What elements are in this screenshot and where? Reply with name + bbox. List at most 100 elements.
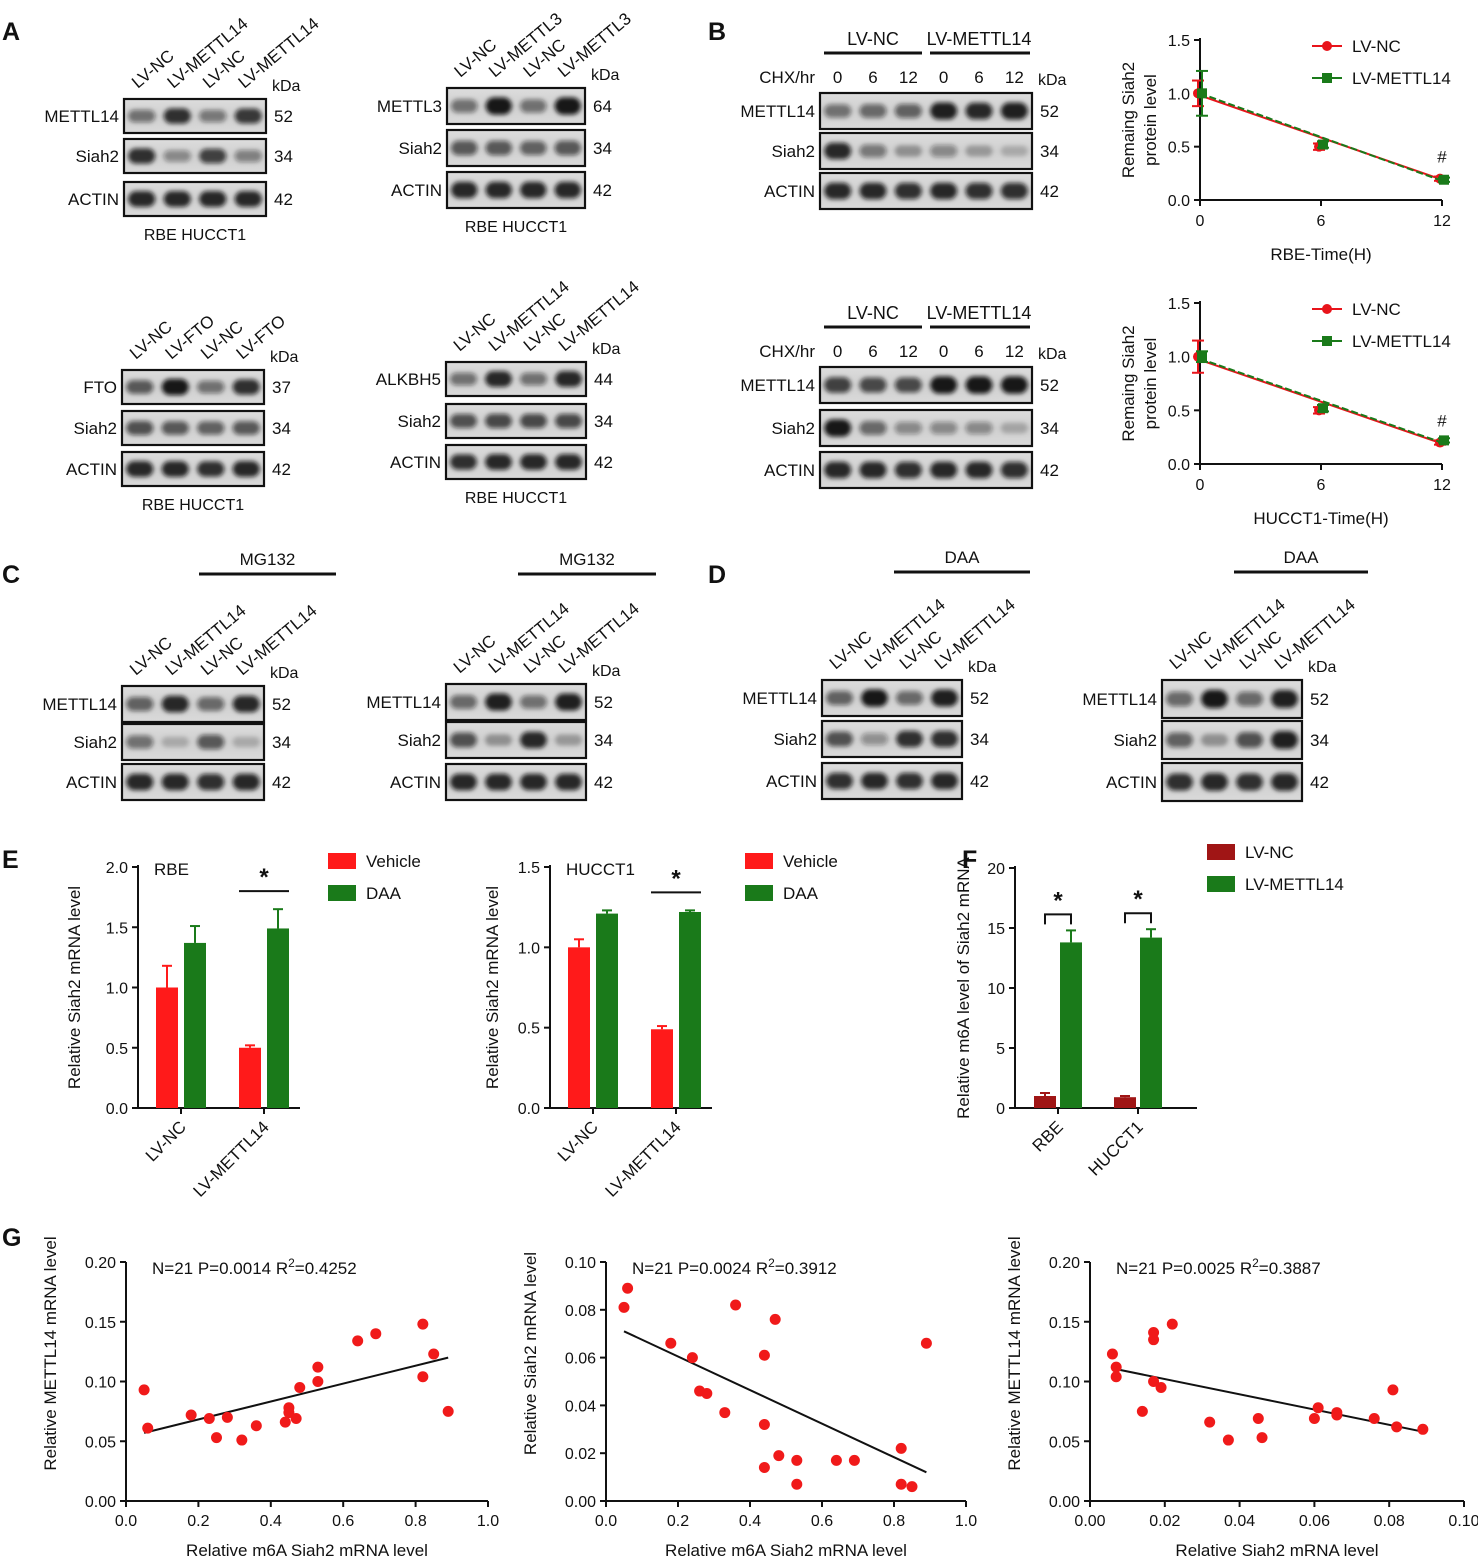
data-point bbox=[1136, 1405, 1148, 1417]
protein-band bbox=[520, 731, 547, 749]
time-point: 6 bbox=[868, 342, 877, 361]
kda-label: kDa bbox=[270, 349, 299, 366]
data-point bbox=[758, 1349, 770, 1361]
protein-band bbox=[554, 140, 581, 156]
y-tick-label: 0.20 bbox=[85, 1255, 116, 1272]
kda-label: kDa bbox=[968, 659, 997, 676]
significance-mark: * bbox=[1133, 886, 1143, 913]
protein-band bbox=[1000, 422, 1028, 434]
y-tick-label: 1.5 bbox=[106, 920, 128, 937]
protein-band bbox=[555, 773, 582, 791]
chart-g3: 0.00 0.05 0.10 0.15 0.20 0.00 0.02 0.04 0.06 0.08… bbox=[1005, 1236, 1478, 1560]
protein-band bbox=[826, 690, 853, 706]
chart-g1: 0.00 0.05 0.10 0.15 0.20 0.0 0.2 0.4 0.6 0.8 1.0 Re… bbox=[41, 1236, 499, 1560]
bar bbox=[1060, 942, 1082, 1108]
chx-label: CHX/hr bbox=[759, 68, 815, 87]
treatment-label: MG132 bbox=[559, 550, 615, 569]
time-point: 12 bbox=[1005, 68, 1024, 87]
time-point: 6 bbox=[974, 68, 983, 87]
protein-band bbox=[450, 732, 477, 748]
protein-label: ACTIN bbox=[391, 181, 442, 200]
protein-band bbox=[894, 377, 922, 393]
treatment-label: MG132 bbox=[240, 550, 296, 569]
blot-b2: kDa METTL14 52 Siah2 34 ACTIN 42 LV-NC LV-METTL1… bbox=[740, 303, 1067, 490]
time-point: 12 bbox=[1005, 342, 1024, 361]
protein-band bbox=[1236, 732, 1263, 748]
x-axis-title: Relative m6A Siah2 mRNA level bbox=[665, 1541, 907, 1560]
y-tick-label: 1.5 bbox=[518, 860, 540, 877]
time-point: 6 bbox=[868, 68, 877, 87]
group-label: LV-NC bbox=[847, 29, 899, 49]
protein-band bbox=[1000, 102, 1028, 120]
data-point bbox=[848, 1454, 860, 1466]
protein-band bbox=[232, 379, 260, 395]
data-point bbox=[1155, 1381, 1167, 1393]
annotation: # bbox=[1437, 148, 1447, 167]
protein-band bbox=[965, 145, 993, 157]
data-point bbox=[1439, 435, 1449, 446]
time-point: 6 bbox=[974, 342, 983, 361]
protein-band bbox=[520, 773, 547, 791]
protein-band bbox=[930, 421, 958, 435]
blot-b1: kDa METTL14 52 Siah2 34 ACTIN 42 LV-NC LV-METTL1… bbox=[740, 29, 1067, 211]
data-point bbox=[1439, 174, 1449, 185]
protein-band bbox=[126, 461, 154, 477]
protein-band bbox=[930, 144, 958, 158]
protein-band bbox=[450, 454, 477, 470]
protein-band bbox=[126, 696, 154, 712]
x-axis-title: Relative m6A Siah2 mRNA level bbox=[186, 1541, 428, 1560]
significance-bracket bbox=[1044, 913, 1072, 925]
x-tick-label: 0.04 bbox=[1224, 1513, 1255, 1530]
protein-band bbox=[520, 140, 547, 156]
protein-band bbox=[824, 461, 852, 479]
protein-band bbox=[896, 730, 923, 748]
protein-band bbox=[450, 773, 477, 791]
kda-value: 52 bbox=[274, 107, 293, 126]
protein-band bbox=[930, 376, 958, 394]
blot-d2: LV-NCLV-METTL14LV-NCLV-METTL14kDaMETTL14… bbox=[1082, 548, 1368, 803]
data-point bbox=[283, 1407, 295, 1419]
protein-band bbox=[199, 191, 227, 207]
data-point bbox=[1106, 1348, 1118, 1360]
protein-band bbox=[450, 372, 477, 386]
x-tick-label: LV-NC bbox=[142, 1117, 190, 1165]
panel-letter-a: A bbox=[2, 18, 20, 46]
protein-band bbox=[555, 693, 582, 711]
stats-text: N=21 P=0.0025 R bbox=[1116, 1259, 1252, 1278]
protein-label: Siah2 bbox=[398, 731, 441, 750]
kda-label: kDa bbox=[591, 67, 620, 84]
data-point bbox=[1318, 403, 1328, 414]
kda-value: 34 bbox=[1040, 419, 1059, 438]
kda-value: 52 bbox=[1040, 102, 1059, 121]
protein-label: ACTIN bbox=[764, 461, 815, 480]
legend-label: LV-NC bbox=[1245, 843, 1294, 862]
legend-label: LV-METTL14 bbox=[1245, 875, 1344, 894]
data-point bbox=[773, 1450, 785, 1462]
protein-band bbox=[197, 697, 225, 711]
kda-value: 42 bbox=[1040, 461, 1059, 480]
data-point bbox=[417, 1371, 429, 1383]
data-point bbox=[138, 1384, 150, 1396]
protein-band bbox=[163, 150, 191, 162]
data-point bbox=[758, 1419, 770, 1431]
data-point bbox=[1312, 1402, 1324, 1414]
legend-label: LV-METTL14 bbox=[1352, 69, 1451, 88]
y-axis-title: protein level bbox=[1141, 74, 1160, 166]
x-tick-label: 1.0 bbox=[477, 1513, 499, 1530]
legend-label: LV-NC bbox=[1352, 300, 1401, 319]
protein-band bbox=[232, 773, 260, 791]
protein-band bbox=[450, 695, 477, 709]
bar bbox=[239, 1047, 261, 1108]
kda-label: kDa bbox=[270, 665, 299, 682]
data-point bbox=[370, 1328, 382, 1340]
chart-b_hucct1: 0.0 0.5 1.0 1.5 0 6 12 HUCCT1-Time(H) Remaing Si… bbox=[1119, 296, 1451, 528]
legend-label: DAA bbox=[366, 884, 402, 903]
y-tick-label: 0.10 bbox=[565, 1255, 596, 1272]
stats-label: N=21 P=0.0014 R2=0.4252 bbox=[152, 1256, 357, 1278]
kda-label: kDa bbox=[592, 663, 621, 680]
protein-band bbox=[234, 191, 262, 207]
blot-frame bbox=[818, 408, 1034, 448]
legend-label: Vehicle bbox=[783, 852, 838, 871]
protein-band bbox=[161, 695, 189, 713]
data-point bbox=[312, 1376, 324, 1387]
